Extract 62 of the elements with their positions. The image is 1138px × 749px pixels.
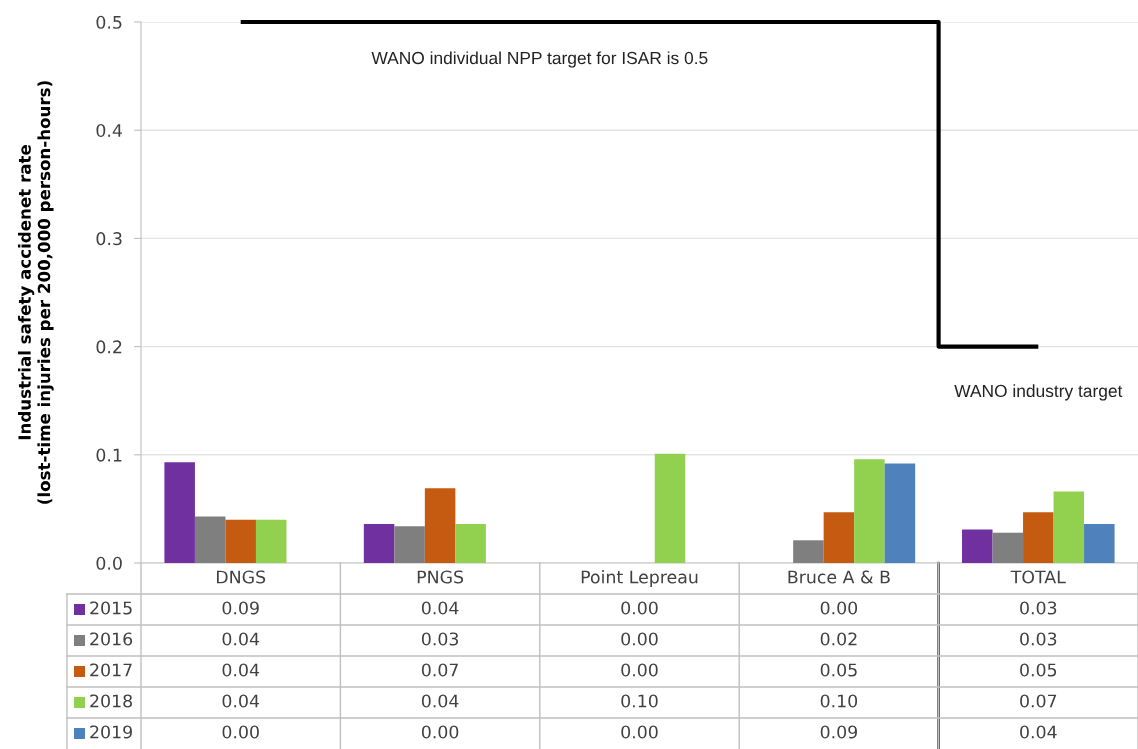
bar: [255, 519, 287, 563]
bar: [654, 453, 686, 563]
data-label: 0.00: [621, 663, 658, 677]
data-label: 0.09: [820, 725, 858, 739]
x-tick-label: DNGS: [216, 570, 266, 584]
data-label: 0.00: [820, 601, 858, 615]
data-label: 0.00: [421, 725, 459, 739]
y-tick-label: 0.5: [96, 15, 122, 29]
data-label: 0.04: [421, 601, 459, 615]
x-tick-label: TOTAL: [1010, 570, 1066, 584]
bar: [992, 532, 1024, 563]
x-tick-label: PNGS: [417, 570, 464, 584]
legend-label: 2017: [90, 663, 132, 677]
data-label: 0.04: [1020, 725, 1057, 739]
annotation: WANO industry target: [954, 384, 1123, 401]
bar: [1053, 491, 1085, 563]
annotation: WANO individual NPP target for ISAR is 0.5: [371, 51, 708, 68]
data-label: 0.05: [820, 663, 857, 677]
legend-label: 2019: [90, 725, 132, 739]
legend-label: 2016: [90, 632, 133, 646]
data-label: 0.09: [222, 601, 259, 615]
data-label: 0.03: [1020, 601, 1057, 615]
data-label: 0.03: [421, 632, 459, 646]
data-label: 0.04: [222, 632, 260, 646]
data-label: 0.04: [421, 694, 459, 708]
bar: [962, 529, 993, 563]
data-label: 0.07: [1020, 694, 1057, 708]
data-label: 0.00: [621, 601, 658, 615]
bar: [424, 488, 456, 563]
y-tick-label: 0.3: [96, 232, 122, 246]
data-label: 0.03: [1020, 632, 1057, 646]
data-label: 0.04: [222, 663, 260, 677]
y-tick-label: 0.2: [96, 340, 122, 354]
legend-label: 2018: [90, 694, 132, 708]
bar: [884, 463, 916, 563]
bar: [823, 512, 855, 563]
x-tick-label: Bruce A & B: [788, 570, 890, 584]
bar: [1084, 524, 1115, 563]
data-label: 0.10: [621, 694, 658, 708]
data-label: 0.00: [621, 725, 658, 739]
data-label: 0.00: [222, 725, 259, 739]
legend-label: 2015: [90, 601, 132, 615]
x-tick-label: Point Lepreau: [581, 570, 698, 587]
bar: [194, 516, 226, 563]
bar: [793, 540, 824, 563]
data-label: 0.00: [621, 632, 658, 646]
data-label: 0.10: [820, 694, 858, 708]
data-label: 0.07: [421, 663, 458, 677]
data-label: 0.02: [820, 632, 857, 646]
data-label: 0.04: [222, 694, 260, 708]
bar: [164, 462, 195, 563]
data-label: 0.05: [1020, 663, 1057, 677]
bar: [225, 519, 256, 563]
y-tick-label: 0.0: [96, 556, 122, 570]
bar: [363, 524, 395, 563]
y-tick-label: 0.1: [96, 448, 122, 462]
bar: [1023, 512, 1054, 563]
bar: [455, 524, 486, 563]
y-axis-title: Industrial safety accidenet rate (lost-time injuries per 200,000 person-hours): [17, 81, 54, 504]
bar: [394, 526, 425, 563]
y-tick-label: 0.4: [96, 123, 122, 138]
bar: [854, 459, 885, 563]
